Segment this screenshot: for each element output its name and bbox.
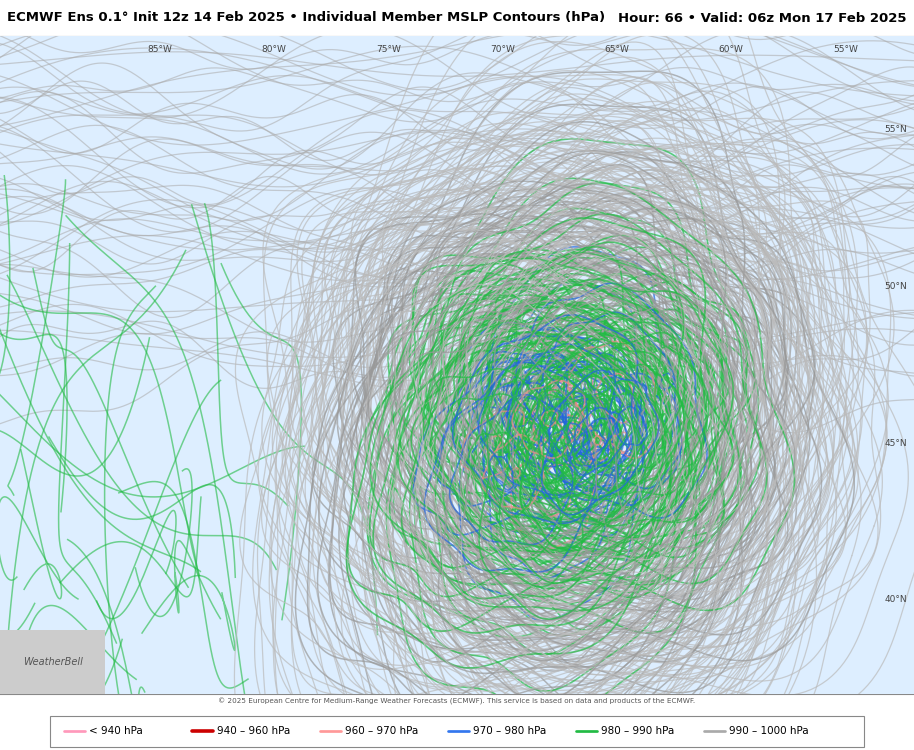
Text: 960 – 970 hPa: 960 – 970 hPa [345,726,418,736]
FancyBboxPatch shape [50,716,864,747]
Text: WeatherBell: WeatherBell [23,657,82,667]
Text: 970 – 980 hPa: 970 – 980 hPa [473,726,546,736]
Text: 55°W: 55°W [833,46,858,55]
Text: 940 – 960 hPa: 940 – 960 hPa [217,726,290,736]
Text: 990 – 1000 hPa: 990 – 1000 hPa [728,726,808,736]
Text: < 940 hPa: < 940 hPa [89,726,143,736]
Text: 70°W: 70°W [490,46,515,55]
Text: 50°N: 50°N [885,282,908,291]
Text: 60°W: 60°W [718,46,744,55]
Text: 55°N: 55°N [885,125,908,134]
Text: 75°W: 75°W [376,46,401,55]
Text: ECMWF Ens 0.1° Init 12z 14 Feb 2025 • Individual Member MSLP Contours (hPa): ECMWF Ens 0.1° Init 12z 14 Feb 2025 • In… [7,11,605,25]
Text: 80°W: 80°W [261,46,287,55]
Text: Hour: 66 • Valid: 06z Mon 17 Feb 2025: Hour: 66 • Valid: 06z Mon 17 Feb 2025 [618,11,907,25]
Text: © 2025 European Centre for Medium-Range Weather Forecasts (ECMWF). This service : © 2025 European Centre for Medium-Range … [218,698,696,705]
Text: 45°N: 45°N [885,439,908,448]
Text: 65°W: 65°W [604,46,630,55]
Text: 40°N: 40°N [885,596,908,604]
Text: 85°W: 85°W [147,46,173,55]
Text: 980 – 990 hPa: 980 – 990 hPa [600,726,674,736]
